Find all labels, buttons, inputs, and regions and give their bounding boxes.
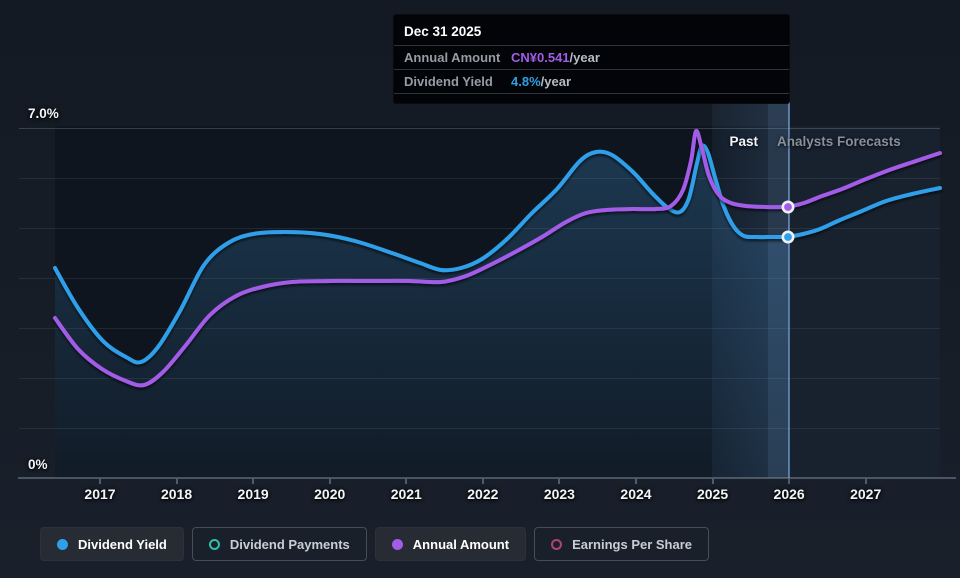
legend: Dividend Yield Dividend Payments Annual Am… xyxy=(40,527,710,561)
tooltip-annual-amount-value: CN¥0.541 xyxy=(511,50,570,65)
legend-item-earnings-per-share[interactable]: Earnings Per Share xyxy=(534,527,710,561)
x-axis-line xyxy=(18,477,956,479)
tooltip-row-annual-amount: Annual Amount CN¥0.541/year xyxy=(394,45,789,69)
hover-column-band-bright xyxy=(768,99,789,478)
legend-item-dividend-yield[interactable]: Dividend Yield xyxy=(40,527,184,561)
x-tick-2017 xyxy=(99,478,101,484)
x-tick-2022 xyxy=(481,478,484,484)
gridline-4-percent xyxy=(19,278,940,279)
x-tick-2021 xyxy=(405,478,408,484)
hover-column-band xyxy=(712,99,768,478)
tooltip-annual-amount-suffix: /year xyxy=(569,50,600,65)
gridline-2-percent xyxy=(19,378,940,379)
x-tick-2018 xyxy=(175,478,178,484)
earnings-per-share-swatch-icon xyxy=(551,538,563,550)
gridline-6-percent xyxy=(19,178,940,179)
tooltip-dividend-yield-value: 4.8% xyxy=(511,74,541,89)
x-tick-2027 xyxy=(864,478,867,484)
x-tick-2025 xyxy=(711,478,714,484)
tooltip-dividend-yield-suffix: /year xyxy=(540,74,572,89)
x-tick-2026 xyxy=(788,478,791,484)
x-tick-label-2021: 2021 xyxy=(390,486,422,502)
y-axis-min-label: 0% xyxy=(28,457,48,472)
x-tick-label-2026: 2026 xyxy=(773,486,805,502)
tooltip-date: Dec 31 2025 xyxy=(404,24,482,39)
legend-item-dividend-payments[interactable]: Dividend Payments xyxy=(191,527,367,561)
x-tick-label-2020: 2020 xyxy=(314,486,346,502)
legend-label-annual-amount: Annual Amount xyxy=(412,536,510,552)
x-tick-label-2024: 2024 xyxy=(620,486,652,502)
x-tick-label-2025: 2025 xyxy=(696,486,729,502)
dividend-payments-swatch-icon xyxy=(208,538,220,550)
gridline-5-percent xyxy=(19,228,940,229)
tooltip-row-dividend-yield: Dividend Yield 4.8%/year xyxy=(394,69,789,94)
gridline-7-percent xyxy=(19,128,940,129)
x-tick-2020 xyxy=(328,478,331,484)
x-tick-2019 xyxy=(252,478,255,484)
tooltip-dividend-yield-label: Dividend Yield xyxy=(404,74,493,89)
y-axis-max-label: 7.0% xyxy=(28,106,59,121)
legend-item-annual-amount[interactable]: Annual Amount xyxy=(374,527,527,561)
past-label: Past xyxy=(729,134,758,149)
annual-amount-swatch-icon xyxy=(391,538,403,550)
x-tick-label-2027: 2027 xyxy=(850,486,882,502)
x-tick-2024 xyxy=(634,478,637,484)
tooltip-annual-amount-label: Annual Amount xyxy=(404,50,501,65)
legend-label-dividend-payments: Dividend Payments xyxy=(229,536,350,552)
x-tick-label-2018: 2018 xyxy=(160,486,193,502)
x-tick-2023 xyxy=(558,478,561,484)
x-tick-label-2019: 2019 xyxy=(237,486,269,502)
gridline-3-percent xyxy=(19,328,940,329)
x-tick-label-2022: 2022 xyxy=(467,486,499,502)
x-tick-label-2017: 2017 xyxy=(84,486,116,502)
x-tick-label-2023: 2023 xyxy=(543,486,575,502)
tooltip: Dec 31 2025 Annual Amount CN¥0.541/year … xyxy=(393,14,790,104)
dividend-yield-swatch-icon xyxy=(57,538,68,550)
past-forecast-divider-line xyxy=(788,99,790,478)
gridline-1-percent xyxy=(19,428,940,429)
legend-label-earnings-per-share: Earnings Per Share xyxy=(572,536,693,552)
legend-label-dividend-yield: Dividend Yield xyxy=(78,536,167,552)
analysts-forecasts-label: Analysts Forecasts xyxy=(777,134,901,149)
